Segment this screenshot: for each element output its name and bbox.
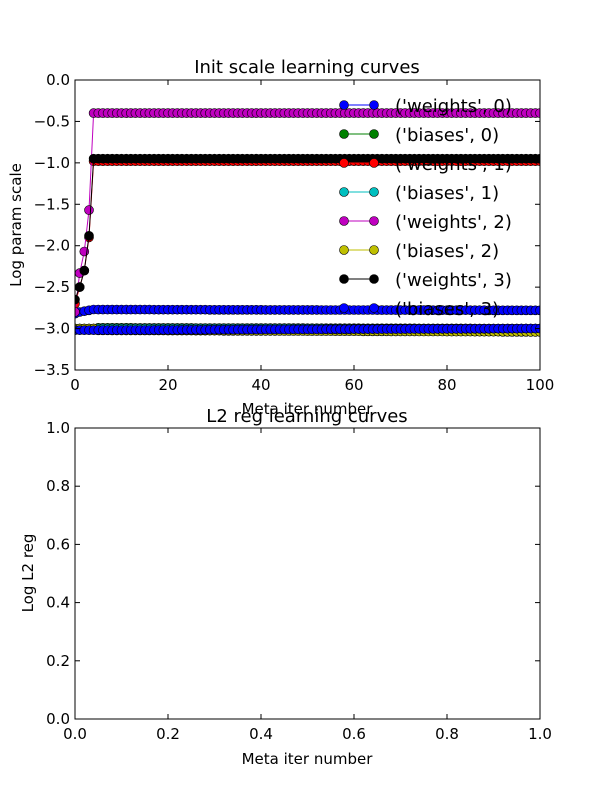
legend-marker-2	[369, 158, 379, 168]
c1-xtick-label: 0.0	[63, 725, 87, 743]
init-scale-title: Init scale learning curves	[194, 57, 420, 78]
l2-reg-title: L2 reg learning curves	[206, 406, 407, 427]
legend-marker-0	[339, 100, 349, 110]
legend-marker-3	[339, 187, 349, 197]
legend-label-5: ('biases', 2)	[395, 241, 499, 262]
legend-marker-5	[369, 245, 379, 255]
series-point-6	[79, 265, 90, 276]
legend-marker-7	[369, 303, 379, 313]
c1-xtick-label: 0.8	[435, 725, 459, 743]
series-point-4	[535, 108, 540, 118]
legend-marker-0	[369, 100, 379, 110]
c0-ytick-label: −0.5	[34, 112, 70, 130]
l2-reg-plot-frame	[74, 427, 541, 720]
legend-label-7: ('biases', 3)	[395, 299, 499, 320]
legend-marker-7	[339, 303, 349, 313]
legend-marker-1	[339, 129, 349, 139]
c1-xtick-label: 0.6	[342, 725, 366, 743]
c0-xtick-label: 0	[70, 376, 80, 394]
c0-ytick-label: −1.0	[34, 154, 70, 172]
l2-reg-chart: L2 reg learning curves 0.0 0.2 0.4 0.6 0.8 1.…	[19, 406, 552, 768]
legend-label-2: ('weights', 1)	[395, 154, 512, 175]
c1-ytick-label: 1.0	[46, 419, 70, 437]
legend-marker-1	[369, 129, 379, 139]
series-point-6	[75, 294, 80, 305]
legend-marker-4	[369, 216, 379, 226]
init-scale-ylabel: Log param scale	[7, 163, 25, 287]
c1-ytick-label: 0.8	[46, 477, 70, 495]
legend-marker-6	[339, 274, 349, 284]
series-point-0	[535, 305, 540, 316]
series-4	[75, 108, 540, 317]
c1-xtick-label: 0.2	[156, 725, 180, 743]
legend-label-6: ('weights', 3)	[395, 270, 512, 291]
series-6	[75, 153, 540, 305]
series-point-4	[84, 205, 94, 215]
c1-ytick-label: 0.4	[46, 594, 70, 612]
legend-marker-3	[369, 187, 379, 197]
legend-label-4: ('weights', 2)	[395, 212, 512, 233]
c0-xtick-label: 20	[158, 376, 177, 394]
c0-ytick-label: 0.0	[46, 71, 70, 89]
c0-ytick-label: −3.0	[34, 320, 70, 338]
c0-xtick-label: 80	[437, 376, 456, 394]
legend-marker-4	[339, 216, 349, 226]
c1-ytick-label: 0.2	[46, 652, 70, 670]
c0-xtick-label: 60	[344, 376, 363, 394]
c0-xtick-label: 40	[251, 376, 270, 394]
series-7	[75, 323, 540, 336]
l2-reg-ylabel: Log L2 reg	[19, 534, 37, 613]
c0-ytick-label: −2.0	[34, 237, 70, 255]
c1-ytick-label: 0.0	[46, 710, 70, 728]
legend-marker-5	[339, 245, 349, 255]
series-point-4	[75, 307, 80, 317]
c0-xtick-label: 100	[526, 376, 555, 394]
l2-reg-ticks: 0.0 0.2 0.4 0.6 0.8 1.0 0.0 0.2 0.4 0.6 0.8 1.0	[46, 419, 552, 743]
c1-xtick-label: 0.4	[249, 725, 273, 743]
init-scale-legend: ('weights', 0) ('biases', 0) ('weights', 1…	[339, 96, 512, 320]
init-scale-ticks: 0 20 40 60 80 100 0.0 −0.5 −1.0 −1.5 −2.0 −2.5 −3.0 −…	[34, 71, 555, 394]
init-scale-xlabel: Meta iter number	[242, 400, 374, 418]
series-point-6	[84, 231, 94, 241]
c1-ytick-label: 0.6	[46, 535, 70, 553]
legend-marker-2	[339, 158, 349, 168]
series-point-6	[535, 153, 540, 164]
l2-reg-xlabel: Meta iter number	[242, 750, 374, 768]
c0-ytick-label: −2.5	[34, 278, 70, 296]
init-scale-chart: Init scale learning curves 0 20 40 60 80 1000…	[7, 57, 554, 418]
legend-label-0: ('weights', 0)	[395, 96, 512, 117]
c0-ytick-label: −1.5	[34, 195, 70, 213]
c0-ytick-label: −3.5	[34, 361, 70, 379]
init-scale-plot-frame	[74, 79, 541, 371]
legend-label-3: ('biases', 1)	[395, 183, 499, 204]
legend-label-1: ('biases', 0)	[395, 125, 499, 146]
legend-marker-6	[369, 274, 379, 284]
c1-xtick-label: 1.0	[528, 725, 552, 743]
